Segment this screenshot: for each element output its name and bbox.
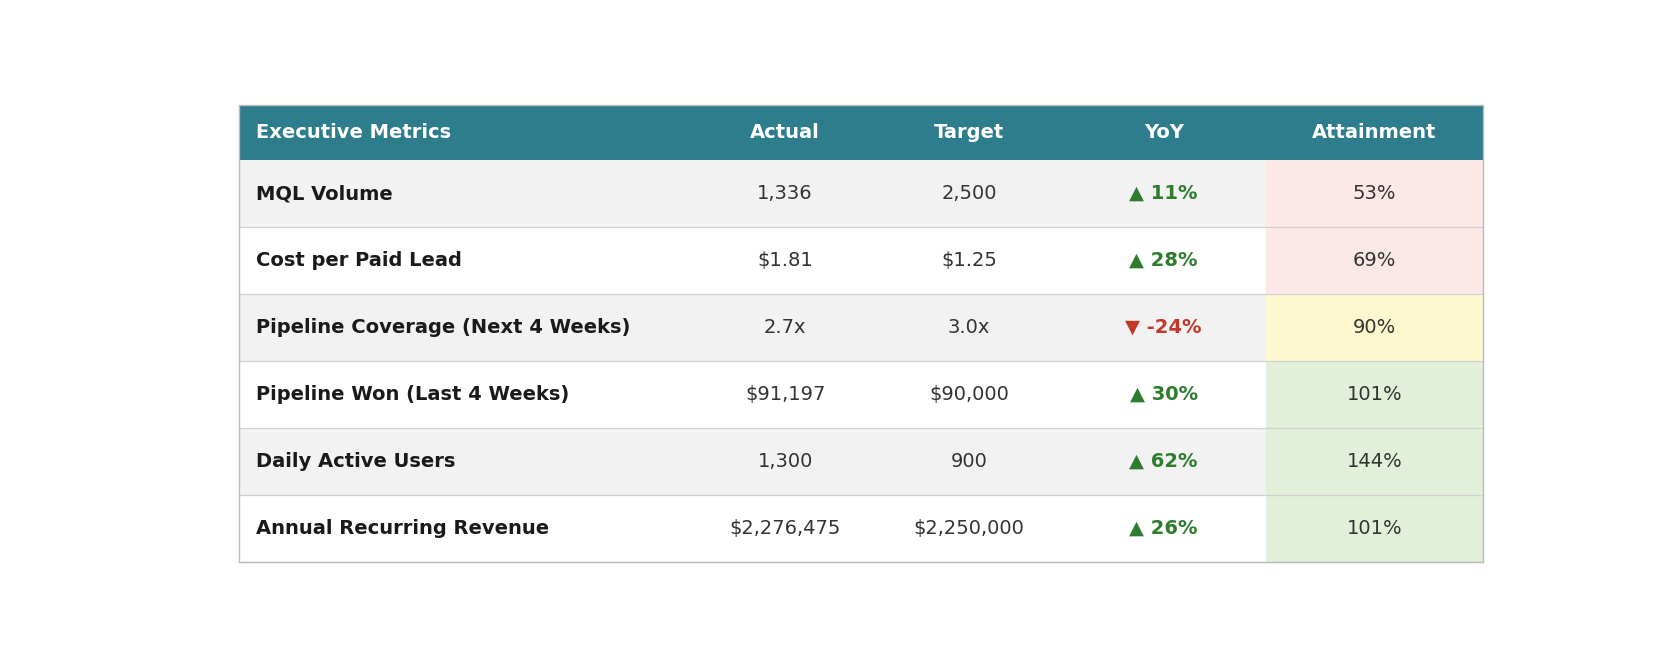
Bar bbox=[240, 361, 1267, 428]
Bar bbox=[1267, 294, 1482, 361]
Bar bbox=[240, 428, 1267, 495]
Text: ▲ 62%: ▲ 62% bbox=[1129, 452, 1198, 471]
Text: $90,000: $90,000 bbox=[929, 385, 1010, 404]
Text: $1.81: $1.81 bbox=[758, 251, 813, 270]
Text: Pipeline Won (Last 4 Weeks): Pipeline Won (Last 4 Weeks) bbox=[257, 385, 570, 404]
Bar bbox=[240, 105, 1482, 160]
Bar bbox=[1267, 361, 1482, 428]
Text: 1,336: 1,336 bbox=[758, 184, 813, 203]
Text: 144%: 144% bbox=[1347, 452, 1403, 471]
Bar bbox=[1267, 227, 1482, 294]
Text: Executive Metrics: Executive Metrics bbox=[257, 123, 452, 142]
Text: Pipeline Coverage (Next 4 Weeks): Pipeline Coverage (Next 4 Weeks) bbox=[257, 318, 630, 337]
Text: 101%: 101% bbox=[1347, 519, 1403, 538]
Text: $2,250,000: $2,250,000 bbox=[914, 519, 1025, 538]
Text: ▲ 30%: ▲ 30% bbox=[1129, 385, 1198, 404]
Text: 69%: 69% bbox=[1352, 251, 1396, 270]
Bar bbox=[240, 294, 1267, 361]
Text: 2.7x: 2.7x bbox=[764, 318, 806, 337]
Bar bbox=[1267, 160, 1482, 227]
Text: ▲ 11%: ▲ 11% bbox=[1129, 184, 1198, 203]
Text: ▲ 26%: ▲ 26% bbox=[1129, 519, 1198, 538]
Text: 101%: 101% bbox=[1347, 385, 1403, 404]
Bar bbox=[240, 227, 1267, 294]
Bar bbox=[240, 495, 1267, 562]
Text: 90%: 90% bbox=[1352, 318, 1396, 337]
Text: $1.25: $1.25 bbox=[941, 251, 998, 270]
Text: Daily Active Users: Daily Active Users bbox=[257, 452, 455, 471]
Text: Annual Recurring Revenue: Annual Recurring Revenue bbox=[257, 519, 549, 538]
Text: MQL Volume: MQL Volume bbox=[257, 184, 393, 203]
Text: 53%: 53% bbox=[1352, 184, 1396, 203]
Text: 2,500: 2,500 bbox=[941, 184, 996, 203]
Text: Cost per Paid Lead: Cost per Paid Lead bbox=[257, 251, 462, 270]
Bar bbox=[1267, 428, 1482, 495]
Bar bbox=[1267, 495, 1482, 562]
Text: Actual: Actual bbox=[751, 123, 820, 142]
Text: ▼ -24%: ▼ -24% bbox=[1126, 318, 1201, 337]
Text: $91,197: $91,197 bbox=[744, 385, 825, 404]
Text: $2,276,475: $2,276,475 bbox=[729, 519, 842, 538]
Text: Attainment: Attainment bbox=[1312, 123, 1436, 142]
Text: Target: Target bbox=[934, 123, 1005, 142]
Text: ▲ 28%: ▲ 28% bbox=[1129, 251, 1198, 270]
Text: 1,300: 1,300 bbox=[758, 452, 813, 471]
Text: 3.0x: 3.0x bbox=[948, 318, 990, 337]
Bar bbox=[240, 160, 1267, 227]
Text: YoY: YoY bbox=[1144, 123, 1184, 142]
Text: 900: 900 bbox=[951, 452, 988, 471]
